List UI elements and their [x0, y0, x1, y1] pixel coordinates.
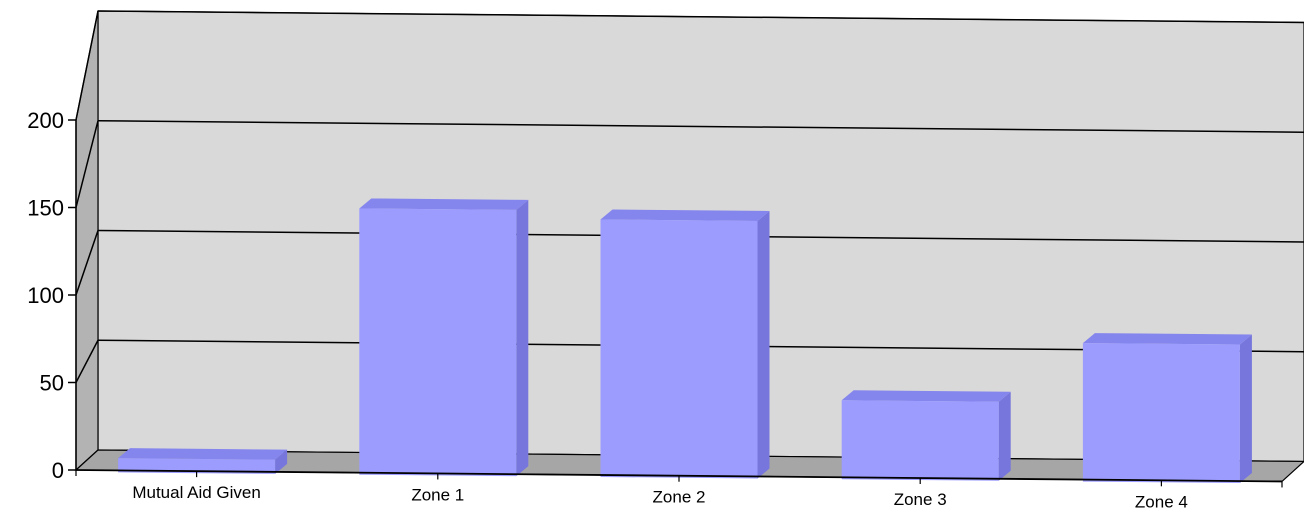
bar-top: [118, 448, 288, 460]
y-tick-label: 200: [27, 108, 64, 133]
bar-top: [1082, 333, 1252, 345]
gridline-side: [75, 120, 99, 208]
gridline-side: [75, 230, 99, 296]
bar-zone-4: [1082, 333, 1252, 484]
bar-side: [1239, 334, 1252, 484]
bar-top: [600, 209, 770, 221]
bar-top: [359, 198, 529, 210]
bar-mutual-aid-given: [118, 448, 288, 474]
bar-zone-3: [841, 390, 1011, 481]
bar-front: [841, 400, 999, 481]
x-category-label: Zone 1: [411, 485, 464, 504]
bar-zone-2: [600, 209, 770, 479]
y-tick-label: 100: [27, 283, 64, 308]
y-tick-label: 50: [40, 371, 64, 396]
x-category-label: Mutual Aid Given: [132, 483, 261, 502]
gridline-side: [75, 339, 99, 383]
bar-front: [1082, 343, 1240, 484]
x-axis: Mutual Aid Given Zone 1 Zone 2 Zone 3 Zone 4: [75, 469, 1283, 511]
gridline: [97, 10, 1304, 24]
gridline: [97, 120, 1304, 133]
bar-side: [275, 449, 288, 474]
bar-top: [841, 390, 1011, 402]
bar-side: [998, 391, 1011, 481]
x-category-label: Zone 4: [1135, 492, 1188, 511]
bar-zone-1: [359, 198, 529, 477]
x-category-label: Zone 3: [894, 490, 947, 509]
y-tick-label: 0: [52, 458, 64, 483]
x-category-label: Zone 2: [653, 488, 706, 507]
bar-front: [359, 208, 517, 477]
bar-side: [516, 199, 529, 477]
bars: [118, 198, 1252, 484]
y-tick-label: 150: [27, 196, 64, 221]
bar-front: [600, 219, 758, 479]
bar-side: [757, 210, 770, 479]
y-axis: 0 50 100 150 200: [27, 108, 77, 483]
gridline-side: [75, 10, 99, 121]
